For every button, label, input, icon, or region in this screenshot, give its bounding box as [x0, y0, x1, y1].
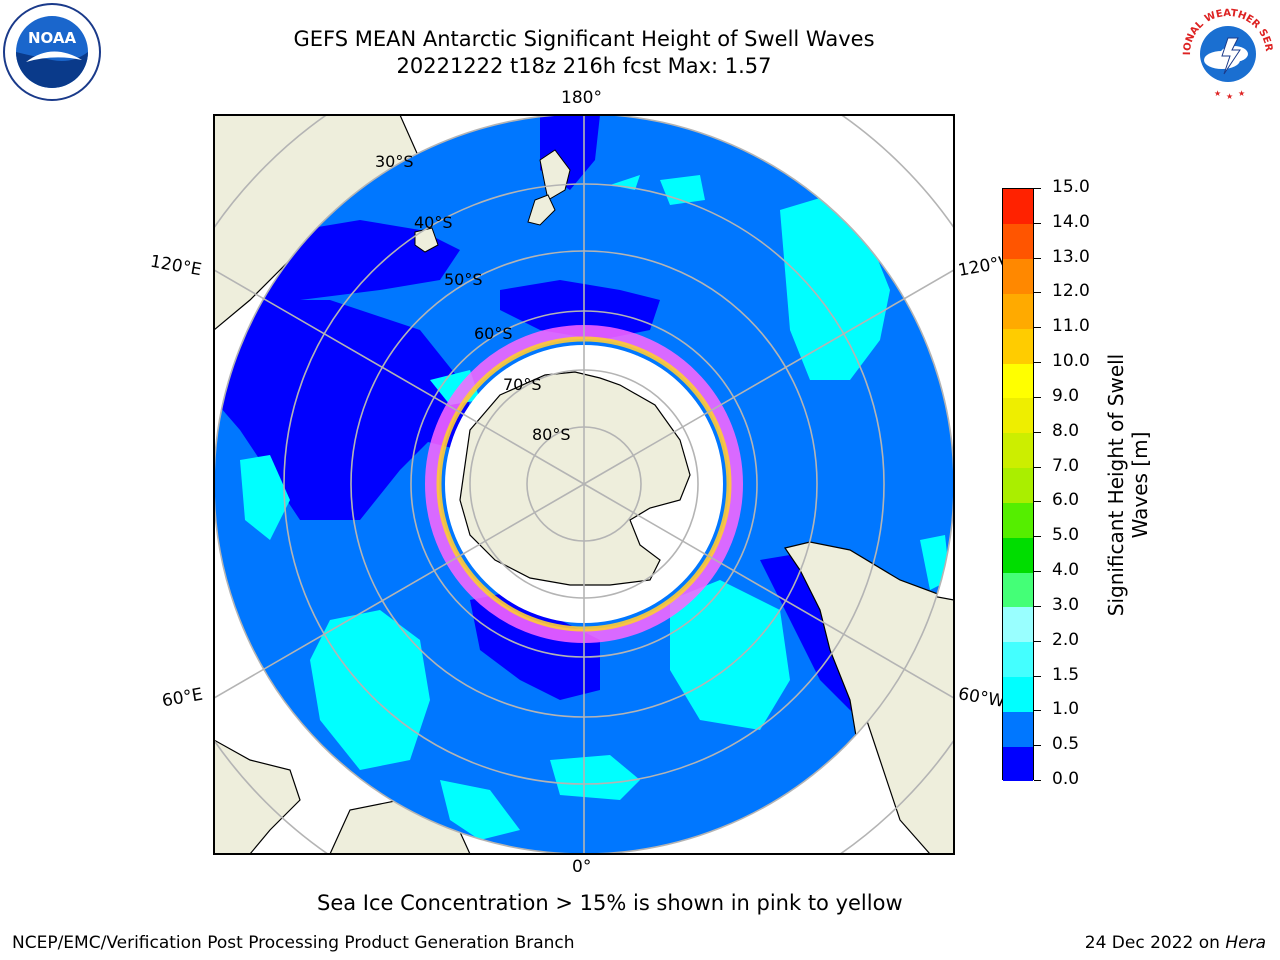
colorbar-segment — [1003, 258, 1033, 294]
colorbar-segment — [1003, 397, 1033, 434]
graticule — [214, 115, 954, 854]
colorbar-segment — [1003, 328, 1033, 364]
colorbar — [1002, 188, 1034, 782]
nws-logo: NATIONAL WEATHER SERVICE ★ ★ ★ — [1176, 2, 1275, 101]
map-frame — [213, 114, 955, 855]
colorbar-tick — [1034, 501, 1041, 503]
lat-label-80s: 80°S — [532, 425, 571, 444]
colorbar-tick — [1034, 780, 1041, 781]
colorbar-tick-label: 11.0 — [1052, 316, 1090, 337]
colorbar-tick — [1034, 571, 1041, 573]
colorbar-segment — [1003, 467, 1033, 503]
colorbar-title-line1: Significant Height of Swell — [1104, 353, 1128, 617]
colorbar-tick-label: 4.0 — [1052, 560, 1080, 581]
colorbar-tick-label: 9.0 — [1052, 385, 1080, 406]
colorbar-segment — [1003, 676, 1033, 712]
colorbar-tick — [1034, 327, 1041, 329]
colorbar-tick-label: 2.0 — [1052, 629, 1080, 650]
colorbar-segment — [1003, 537, 1033, 573]
colorbar-tick — [1034, 292, 1041, 294]
colorbar-segment — [1003, 432, 1033, 469]
lat-label-60s: 60°S — [474, 324, 513, 343]
colorbar-tick — [1034, 257, 1041, 259]
colorbar-tick — [1034, 222, 1041, 224]
colorbar-tick-label: 14.0 — [1052, 211, 1090, 232]
colorbar-tick-label: 13.0 — [1052, 246, 1090, 267]
colorbar-tick — [1034, 188, 1041, 189]
colorbar-segment — [1003, 363, 1033, 399]
colorbar-segment — [1003, 189, 1033, 225]
colorbar-tick-label: 0.5 — [1052, 734, 1080, 755]
colorbar-tick — [1034, 362, 1041, 364]
colorbar-tick-label: 15.0 — [1052, 177, 1090, 197]
footer-branch: NCEP/EMC/Verification Post Processing Pr… — [12, 933, 575, 953]
colorbar-title-line2: Waves [m] — [1128, 431, 1152, 539]
colorbar-tick — [1034, 745, 1041, 747]
colorbar-tick-label: 8.0 — [1052, 420, 1080, 441]
svg-text:★: ★ — [1226, 92, 1233, 101]
chart-title: GEFS MEAN Antarctic Significant Height o… — [293, 27, 875, 51]
lat-label-40s: 40°S — [414, 213, 453, 232]
lat-label-70s: 70°S — [503, 375, 542, 394]
colorbar-tick — [1034, 605, 1041, 607]
footer-timestamp: 24 Dec 2022 on Hera — [1085, 933, 1266, 953]
colorbar-tick — [1034, 675, 1041, 677]
noaa-logo: NOAA — [3, 3, 101, 101]
colorbar-tick — [1034, 466, 1041, 468]
footer-machine: Hera — [1225, 933, 1266, 953]
colorbar-tick-label: 10.0 — [1052, 351, 1090, 372]
colorbar-tick-label: 5.0 — [1052, 525, 1080, 546]
colorbar-tick-label: 7.0 — [1052, 455, 1080, 476]
chart-subtitle: 20221222 t18z 216h fcst Max: 1.57 — [396, 54, 772, 78]
lat-label-30s: 30°S — [375, 152, 414, 171]
colorbar-tick-label: 1.5 — [1052, 664, 1080, 685]
colorbar-tick-label: 12.0 — [1052, 281, 1090, 302]
footer-date: 24 Dec 2022 on — [1084, 933, 1226, 953]
lon-label-180: 180° — [561, 88, 602, 108]
sea-ice-note: Sea Ice Concentration > 15% is shown in … — [317, 891, 903, 915]
colorbar-segment — [1003, 711, 1033, 747]
colorbar-tick-label: 3.0 — [1052, 594, 1080, 615]
colorbar-tick — [1034, 640, 1041, 642]
svg-text:★: ★ — [1214, 89, 1221, 98]
colorbar-tick — [1034, 396, 1041, 398]
lat-label-50s: 50°S — [444, 270, 483, 289]
colorbar-segment — [1003, 572, 1033, 608]
noaa-logo-text: NOAA — [28, 29, 77, 47]
colorbar-tick — [1034, 710, 1041, 712]
colorbar-tick-label: 1.0 — [1052, 699, 1080, 720]
lon-label-0: 0° — [572, 857, 592, 877]
colorbar-segment — [1003, 293, 1033, 329]
colorbar-segment — [1003, 223, 1033, 260]
colorbar-tick — [1034, 431, 1041, 433]
colorbar-title: Significant Height of Swell Waves [m] — [1104, 354, 1152, 616]
colorbar-segment — [1003, 502, 1033, 538]
colorbar-tick-label: 6.0 — [1052, 490, 1080, 511]
colorbar-segment — [1003, 641, 1033, 678]
colorbar-segment — [1003, 606, 1033, 643]
colorbar-tick — [1034, 536, 1041, 538]
svg-text:★: ★ — [1238, 89, 1245, 98]
colorbar-segment — [1003, 746, 1033, 782]
colorbar-tick-label: 0.0 — [1052, 769, 1080, 789]
